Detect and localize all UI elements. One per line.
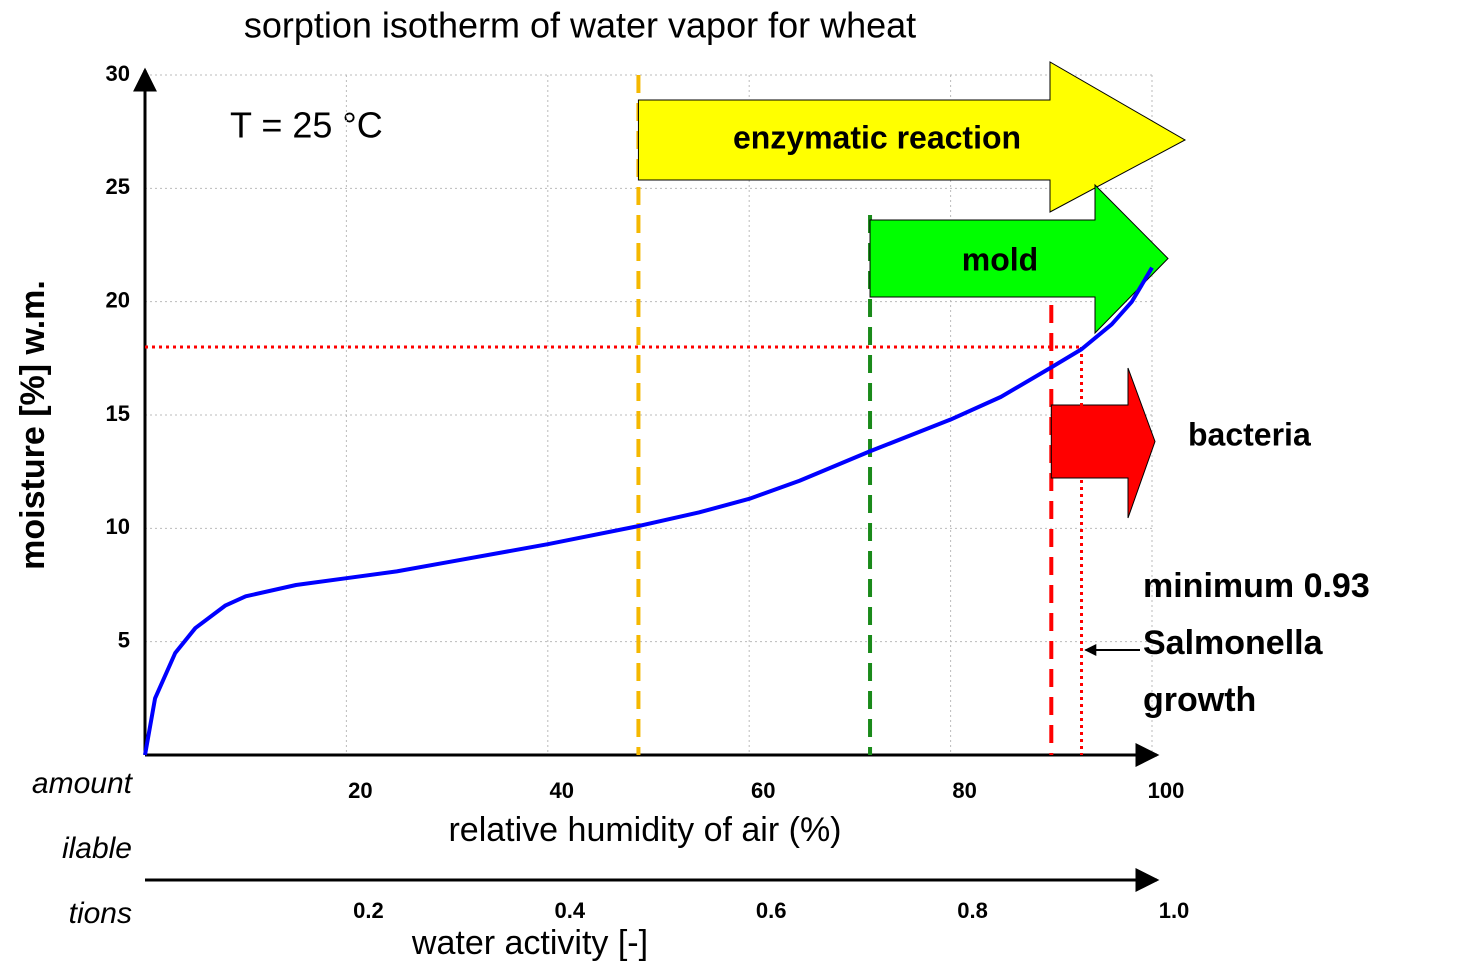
y-tick-label: 30: [106, 61, 130, 86]
x-tick-label: 100: [1148, 778, 1185, 803]
x2-tick-label: 0.2: [353, 898, 384, 923]
x2-tick-label: 0.8: [957, 898, 988, 923]
x-tick-label: 60: [751, 778, 775, 803]
side-text: ilable: [62, 832, 132, 865]
x2-tick-label: 1.0: [1159, 898, 1190, 923]
region-label: mold: [962, 241, 1038, 277]
region-arrow: [1050, 367, 1156, 519]
x2-axis-label: water activity [-]: [411, 924, 648, 962]
x2-tick-label: 0.6: [756, 898, 787, 923]
region-label: enzymatic reaction: [733, 119, 1021, 155]
x-tick-label: 20: [348, 778, 372, 803]
salmonella-label: Salmonella: [1143, 624, 1324, 662]
y-tick-label: 25: [106, 174, 130, 199]
y-tick-label: 5: [118, 627, 130, 652]
isotherm-curve: [143, 266, 1154, 756]
salmonella-label: minimum 0.93: [1143, 567, 1370, 605]
side-text: amount: [32, 767, 134, 800]
y-axis-label: moisture [%] w.m.: [14, 280, 52, 570]
salmonella-label: growth: [1143, 681, 1256, 719]
x-axis-label: relative humidity of air (%): [448, 811, 841, 849]
side-text: tions: [69, 897, 132, 930]
y-tick-label: 10: [106, 514, 130, 539]
annotation: T = 25 °C: [230, 105, 383, 146]
y-tick-label: 20: [106, 287, 130, 312]
x-tick-label: 80: [952, 778, 976, 803]
chart-title: sorption isotherm of water vapor for whe…: [244, 5, 916, 46]
y-tick-label: 15: [106, 401, 130, 426]
region-label: bacteria: [1188, 416, 1311, 452]
region-arrow: [637, 61, 1187, 213]
x-tick-label: 40: [550, 778, 574, 803]
region-arrow: [869, 183, 1169, 335]
x2-tick-label: 0.4: [555, 898, 586, 923]
